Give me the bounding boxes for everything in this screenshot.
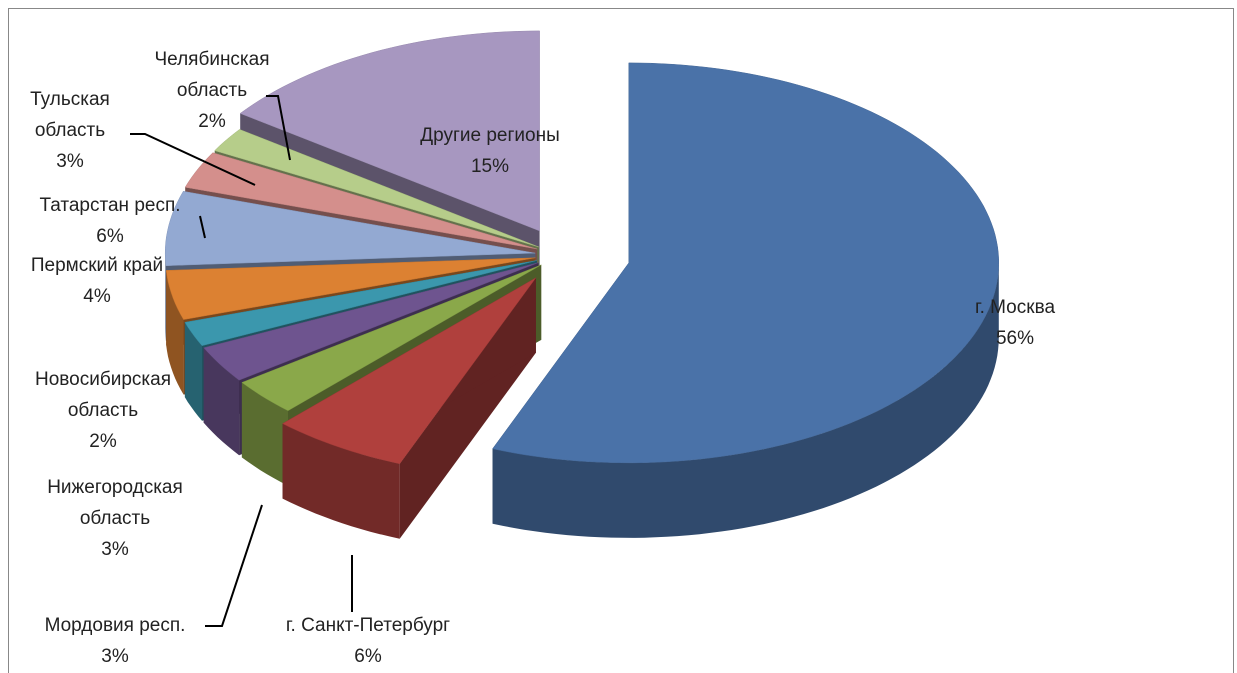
chart-border	[8, 8, 1234, 673]
slice-side	[165, 253, 166, 341]
slice-side	[203, 347, 240, 456]
value-label: 6%	[354, 646, 382, 667]
category-label: Мордовия респ.	[44, 615, 186, 636]
category-label: Челябинская область	[154, 49, 270, 101]
slice-side	[166, 270, 184, 395]
leader-lines	[130, 95, 353, 627]
data-label: Челябинская область 2%	[137, 44, 287, 137]
data-label: Другие регионы 15%	[420, 120, 560, 182]
slice	[184, 152, 538, 250]
value-label: 3%	[101, 646, 129, 667]
data-label: г. Санкт-Петербург 6%	[286, 610, 450, 672]
value-label: 2%	[198, 111, 226, 132]
data-label: г. Москва 56%	[975, 292, 1055, 354]
leader-line	[266, 95, 291, 161]
slice-side	[492, 262, 999, 538]
slice	[241, 264, 542, 411]
leader-line	[205, 504, 263, 627]
slice	[282, 277, 537, 465]
value-label: 56%	[995, 328, 1035, 349]
value-label: 2%	[89, 431, 117, 452]
slice	[492, 62, 999, 464]
category-label: Новосибирская область	[35, 369, 171, 421]
slice	[184, 260, 537, 346]
slices	[164, 30, 999, 539]
category-label: г. Санкт-Петербург	[285, 615, 451, 636]
category-label: Тульская область	[30, 89, 110, 141]
data-label: Пермский край 4%	[31, 250, 163, 312]
slice	[239, 30, 540, 232]
value-label: 3%	[56, 151, 84, 172]
data-label: Новосибирская область 2%	[8, 364, 198, 457]
category-label: Пермский край	[30, 255, 164, 276]
slice-side	[241, 382, 288, 486]
category-label: г. Москва	[974, 297, 1056, 318]
data-label: Мордовия респ. 3%	[45, 610, 186, 672]
value-label: 4%	[83, 286, 111, 307]
data-label: Татарстан респ. 6%	[39, 190, 180, 252]
slice	[165, 257, 536, 320]
value-label: 3%	[101, 539, 129, 560]
category-label: Нижегородская область	[47, 477, 183, 529]
value-label: 15%	[470, 156, 510, 177]
leader-line	[130, 133, 256, 186]
category-label: Татарстан респ.	[39, 195, 181, 216]
value-label: 6%	[96, 226, 124, 247]
slice	[203, 262, 539, 381]
slice-side	[282, 423, 400, 539]
slice	[214, 129, 539, 248]
slice	[164, 191, 536, 266]
slice-side	[184, 322, 202, 421]
leader-line	[199, 215, 206, 239]
data-label: Тульская область 3%	[20, 84, 120, 177]
data-label: Нижегородская область 3%	[20, 472, 210, 565]
category-label: Другие регионы	[420, 125, 560, 146]
